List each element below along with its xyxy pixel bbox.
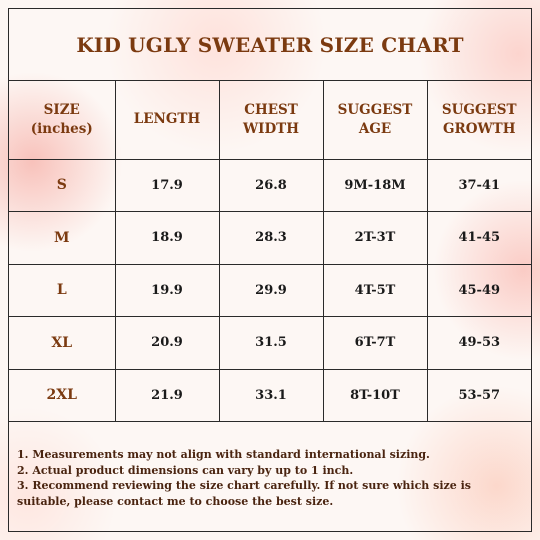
note-3: 3. Recommend reviewing the size chart ca… [17, 479, 471, 508]
chart-title: KID UGLY SWEATER SIZE CHART [9, 9, 531, 81]
header-suggest-growth: SUGGEST GROWTH [426, 81, 531, 160]
size-cell: M [9, 211, 116, 265]
age-cell: 8T-10T [322, 368, 428, 422]
growth-cell: 53-57 [426, 368, 531, 422]
table-row: S 17.9 26.8 9M-18M 37-41 [9, 158, 531, 212]
chest-cell: 31.5 [218, 316, 324, 370]
length-cell: 17.9 [114, 158, 220, 212]
size-cell: L [9, 263, 116, 317]
notes-section: 1. Measurements may not align with stand… [9, 429, 531, 509]
size-cell: 2XL [9, 368, 116, 422]
length-cell: 20.9 [114, 316, 220, 370]
growth-cell: 41-45 [426, 211, 531, 265]
table-row: M 18.9 28.3 2T-3T 41-45 [9, 211, 531, 265]
size-cell: XL [9, 316, 116, 370]
growth-cell: 45-49 [426, 263, 531, 317]
length-cell: 19.9 [114, 263, 220, 317]
header-length: LENGTH [114, 81, 220, 160]
header-size: SIZE (inches) [9, 81, 116, 160]
age-cell: 9M-18M [322, 158, 428, 212]
table-row: 2XL 21.9 33.1 8T-10T 53-57 [9, 368, 531, 422]
growth-cell: 37-41 [426, 158, 531, 212]
length-cell: 18.9 [114, 211, 220, 265]
header-suggest-age: SUGGEST AGE [322, 81, 428, 160]
table-row: XL 20.9 31.5 6T-7T 49-53 [9, 316, 531, 370]
length-cell: 21.9 [114, 368, 220, 422]
note-2: 2. Actual product dimensions can vary by… [17, 463, 354, 477]
growth-cell: 49-53 [426, 316, 531, 370]
chest-cell: 26.8 [218, 158, 324, 212]
table-row: L 19.9 29.9 4T-5T 45-49 [9, 263, 531, 317]
size-cell: S [9, 158, 116, 212]
note-1: 1. Measurements may not align with stand… [17, 448, 430, 461]
header-chest-width: CHEST WIDTH [218, 81, 324, 160]
chest-cell: 33.1 [218, 368, 324, 422]
chest-cell: 29.9 [218, 263, 324, 317]
size-chart-frame: KID UGLY SWEATER SIZE CHART SIZE (inches… [8, 8, 532, 532]
age-cell: 2T-3T [322, 211, 428, 265]
age-cell: 4T-5T [322, 263, 428, 317]
chest-cell: 28.3 [218, 211, 324, 265]
table-header-row: SIZE (inches) LENGTH CHEST WIDTH SUGGEST… [9, 81, 531, 160]
size-table: SIZE (inches) LENGTH CHEST WIDTH SUGGEST… [9, 81, 531, 422]
age-cell: 6T-7T [322, 316, 428, 370]
